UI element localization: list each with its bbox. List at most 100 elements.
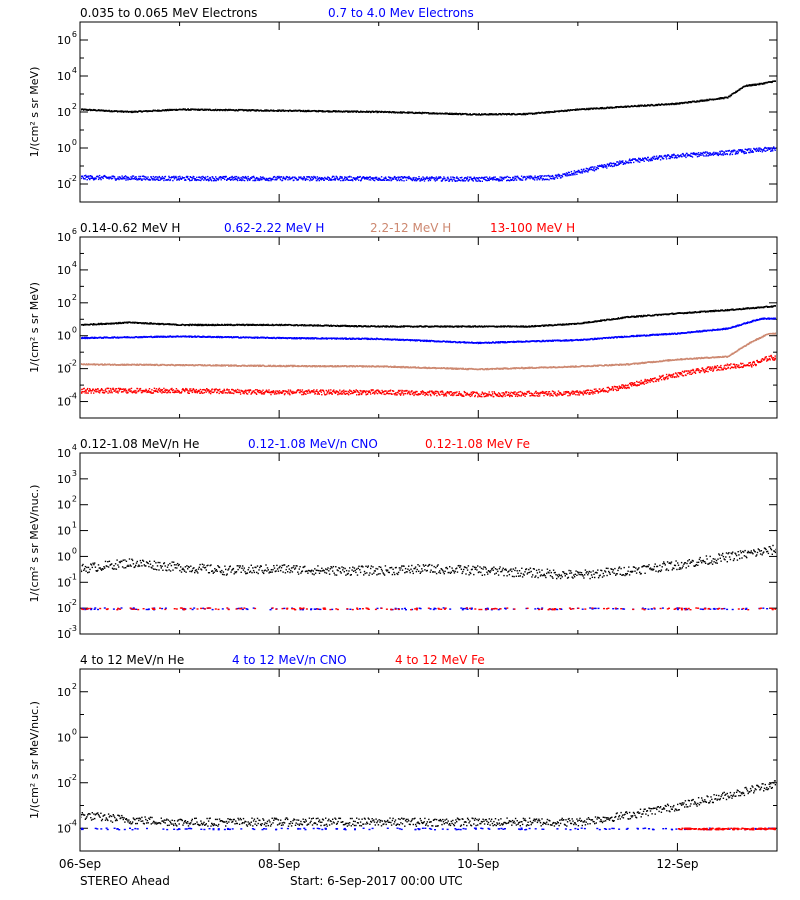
data-point (310, 178, 312, 180)
data-point (191, 179, 193, 181)
data-point (394, 176, 396, 178)
data-point (512, 176, 514, 178)
data-point (236, 179, 239, 182)
data-point (254, 109, 256, 111)
data-point (570, 170, 573, 173)
data-point (83, 324, 85, 326)
data-point (633, 315, 635, 317)
data-point (399, 325, 401, 327)
data-point (483, 176, 485, 179)
data-point (655, 157, 657, 160)
data-point (332, 178, 334, 181)
data-point (716, 154, 719, 156)
data-point (361, 178, 363, 180)
data-point (748, 84, 750, 86)
data-point (573, 172, 575, 174)
data-point (354, 177, 356, 179)
data-point (396, 179, 399, 181)
data-point (399, 339, 402, 341)
data-point (209, 176, 211, 179)
data-point (182, 109, 184, 111)
data-point (674, 156, 677, 158)
data-point (240, 176, 242, 179)
data-point (183, 177, 185, 179)
data-point (587, 108, 590, 111)
data-point (676, 102, 678, 104)
data-point (686, 155, 689, 157)
data-point (189, 109, 191, 111)
data-point (350, 176, 352, 178)
data-point (742, 308, 744, 310)
data-point (431, 113, 434, 115)
data-point (133, 322, 136, 324)
data-point (472, 325, 474, 327)
data-point (718, 98, 720, 100)
data-point (750, 84, 752, 86)
data-point (692, 153, 694, 155)
data-point (767, 149, 769, 151)
data-point (630, 162, 632, 164)
data-point (400, 176, 403, 178)
data-point (303, 176, 306, 178)
data-point (603, 319, 605, 321)
data-point (759, 83, 761, 86)
data-point (492, 177, 494, 180)
data-point (220, 179, 222, 181)
data-point (710, 154, 712, 156)
data-point (770, 147, 772, 149)
data-point (170, 177, 173, 179)
data-point (200, 323, 202, 326)
data-point (423, 177, 425, 179)
data-point (641, 159, 643, 161)
data-point (243, 177, 245, 179)
data-point (540, 175, 543, 178)
data-point (320, 178, 322, 180)
data-point (82, 177, 84, 179)
data-point (751, 151, 753, 153)
data-point (520, 326, 523, 328)
data-point (450, 176, 452, 178)
data-point (87, 175, 89, 177)
data-point (451, 178, 453, 181)
data-point (547, 112, 549, 114)
data-point (197, 109, 199, 111)
data-point (701, 99, 703, 101)
data-point (686, 311, 688, 314)
data-point (201, 324, 203, 327)
data-point (273, 175, 276, 178)
data-point (212, 177, 214, 180)
data-point (225, 175, 227, 178)
data-point (771, 81, 773, 83)
data-point (194, 335, 196, 337)
y-tick-exponent: 2 (72, 293, 77, 302)
data-point (678, 156, 680, 158)
data-point (407, 177, 410, 180)
data-point (391, 326, 393, 328)
data-point (309, 337, 312, 339)
data-point (193, 336, 195, 338)
data-point (674, 103, 676, 105)
legend-entry: 0.62-2.22 MeV H (224, 221, 324, 235)
data-point (286, 176, 289, 178)
data-point (84, 178, 86, 180)
data-point (116, 110, 118, 112)
data-point (248, 178, 250, 180)
data-point (534, 175, 536, 177)
data-point (678, 103, 680, 105)
data-point (237, 176, 240, 178)
data-point (236, 178, 238, 180)
data-point (684, 154, 687, 156)
data-point (276, 178, 278, 180)
data-point (708, 153, 711, 156)
data-point (184, 108, 186, 110)
data-point (420, 178, 422, 181)
data-point (701, 152, 704, 155)
data-point (315, 110, 317, 112)
data-point (88, 177, 90, 179)
data-point (469, 113, 471, 115)
data-point (338, 179, 340, 181)
data-point (714, 310, 716, 312)
data-point (523, 113, 525, 116)
data-point (506, 179, 508, 182)
data-point (622, 160, 624, 162)
